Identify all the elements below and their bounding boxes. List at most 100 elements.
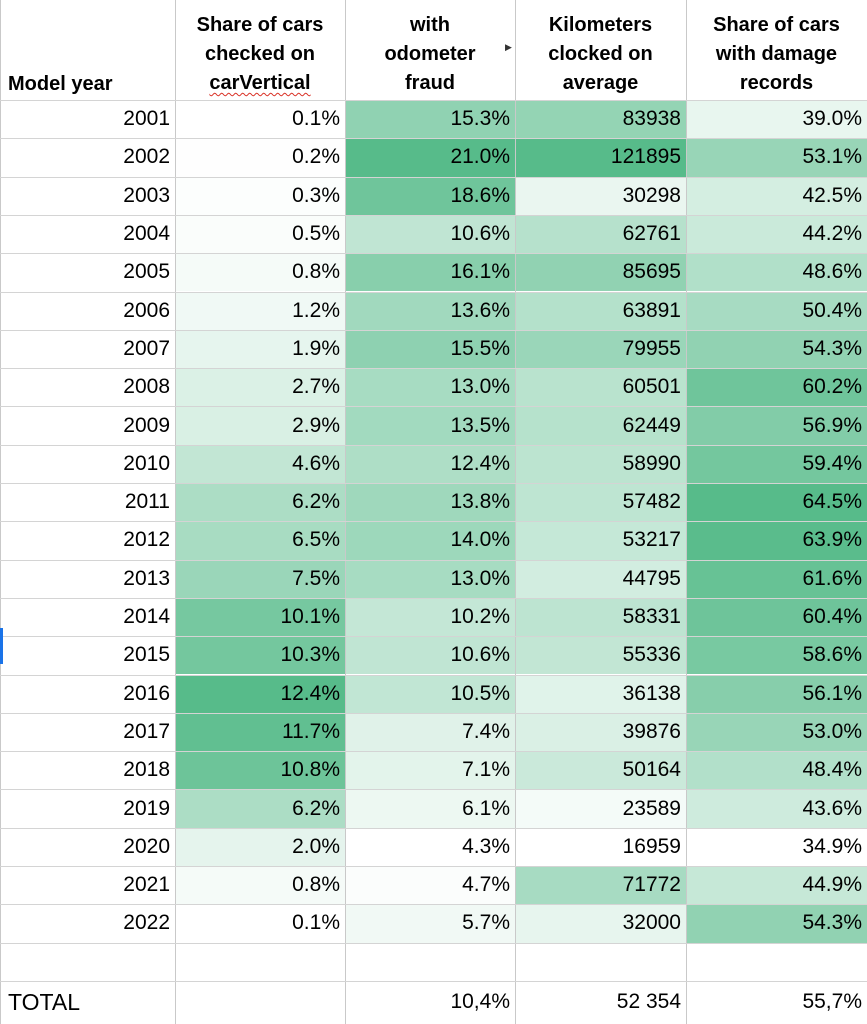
cell-damage[interactable]: 53.1% xyxy=(686,138,867,177)
cell-damage[interactable]: 44.9% xyxy=(686,866,867,905)
cell-km[interactable]: 58331 xyxy=(515,597,686,637)
cell-year[interactable]: 2007 xyxy=(123,336,170,360)
cell-km[interactable]: 62449 xyxy=(515,406,686,445)
cell-damage[interactable]: 54.3% xyxy=(686,904,867,943)
cell-year[interactable]: 2020 xyxy=(123,834,170,858)
cell-km[interactable]: 32000 xyxy=(515,904,686,943)
cell-km[interactable]: 79955 xyxy=(515,329,686,369)
cell-km[interactable]: 63891 xyxy=(515,291,686,330)
cell-damage[interactable]: 60.4% xyxy=(686,597,867,637)
cell-fraud[interactable]: 7.1% xyxy=(345,751,515,790)
cell-damage[interactable]: 64.5% xyxy=(686,483,867,522)
cell-km[interactable]: 83938 xyxy=(515,100,686,139)
cell-damage[interactable]: 50.4% xyxy=(686,291,867,330)
cell-km[interactable]: 44795 xyxy=(515,559,686,598)
cell-km[interactable]: 39876 xyxy=(515,712,686,752)
cell-year[interactable]: 2005 xyxy=(123,260,170,284)
header-odometer-fraud[interactable]: with odometer fraud xyxy=(345,0,515,100)
cell-fraud[interactable]: 13.5% xyxy=(345,406,515,445)
cell-year[interactable]: 2013 xyxy=(123,566,170,590)
cell-km[interactable]: 36138 xyxy=(515,674,686,713)
cell-share[interactable]: 2.9% xyxy=(175,406,345,445)
cell-share[interactable]: 4.6% xyxy=(175,444,345,483)
total-fraud[interactable]: 10,4% xyxy=(450,990,510,1014)
cell-year[interactable]: 2009 xyxy=(123,413,170,437)
cell-year[interactable]: 2004 xyxy=(123,222,170,246)
cell-year[interactable]: 2011 xyxy=(124,490,170,514)
cell-share[interactable]: 0.8% xyxy=(175,866,345,905)
total-share[interactable] xyxy=(175,981,345,1024)
header-share-checked[interactable]: Share of cars checked on carVertical xyxy=(175,0,345,100)
cell-km[interactable]: 53217 xyxy=(515,521,686,560)
cell-share[interactable]: 1.9% xyxy=(175,329,345,369)
cell-damage[interactable]: 59.4% xyxy=(686,444,867,483)
total-label[interactable]: TOTAL xyxy=(8,988,80,1015)
cell-km[interactable]: 55336 xyxy=(515,636,686,675)
cell-share[interactable]: 11.7% xyxy=(175,712,345,752)
cell-fraud[interactable]: 10.6% xyxy=(345,214,515,254)
cell-fraud[interactable]: 5.7% xyxy=(345,904,515,943)
cell-fraud[interactable]: 12.4% xyxy=(345,444,515,483)
cell-damage[interactable]: 63.9% xyxy=(686,521,867,560)
cell-share[interactable]: 0.5% xyxy=(175,214,345,254)
cell-fraud[interactable]: 13.0% xyxy=(345,368,515,407)
cell-fraud[interactable]: 21.0% xyxy=(345,138,515,177)
cell-year[interactable]: 2015 xyxy=(123,643,170,667)
cell-year[interactable]: 2006 xyxy=(123,298,170,322)
cell-damage[interactable]: 58.6% xyxy=(686,636,867,675)
empty-cell[interactable] xyxy=(0,943,175,981)
cell-km[interactable]: 71772 xyxy=(515,866,686,905)
cell-km[interactable]: 16959 xyxy=(515,827,686,866)
cell-year[interactable]: 2018 xyxy=(123,758,170,782)
cell-fraud[interactable]: 15.3% xyxy=(345,100,515,139)
cell-fraud[interactable]: 10.5% xyxy=(345,674,515,713)
cell-year[interactable]: 2001 xyxy=(123,107,170,131)
cell-year[interactable]: 2016 xyxy=(123,681,170,705)
cell-damage[interactable]: 60.2% xyxy=(686,368,867,407)
cell-damage[interactable]: 53.0% xyxy=(686,712,867,752)
total-damage[interactable]: 55,7% xyxy=(802,990,862,1014)
cell-year[interactable]: 2021 xyxy=(123,873,170,897)
header-km-clocked[interactable]: Kilometers clocked on average xyxy=(515,0,686,100)
total-km[interactable]: 52 354 xyxy=(616,990,681,1014)
cell-damage[interactable]: 39.0% xyxy=(686,100,867,139)
cell-year[interactable]: 2012 xyxy=(123,528,170,552)
cell-share[interactable]: 1.2% xyxy=(175,291,345,330)
cell-damage[interactable]: 48.4% xyxy=(686,751,867,790)
cell-year[interactable]: 2019 xyxy=(123,796,170,820)
cell-year[interactable]: 2017 xyxy=(123,719,170,743)
header-model-year[interactable]: Model year xyxy=(8,73,113,95)
cell-share[interactable]: 6.2% xyxy=(175,483,345,522)
empty-cell[interactable] xyxy=(175,943,345,981)
cell-km[interactable]: 85695 xyxy=(515,253,686,292)
cell-damage[interactable]: 44.2% xyxy=(686,214,867,254)
cell-share[interactable]: 2.0% xyxy=(175,827,345,866)
cell-km[interactable]: 58990 xyxy=(515,444,686,483)
cell-km[interactable]: 23589 xyxy=(515,789,686,828)
cell-km[interactable]: 60501 xyxy=(515,368,686,407)
column-menu-arrow-icon[interactable]: ▶ xyxy=(505,42,512,52)
cell-fraud[interactable]: 4.7% xyxy=(345,866,515,905)
cell-fraud[interactable]: 15.5% xyxy=(345,329,515,369)
cell-share[interactable]: 2.7% xyxy=(175,368,345,407)
cell-share[interactable]: 10.1% xyxy=(175,597,345,637)
cell-share[interactable]: 0.8% xyxy=(175,253,345,292)
cell-year[interactable]: 2022 xyxy=(123,911,170,935)
cell-share[interactable]: 10.8% xyxy=(175,751,345,790)
cell-year[interactable]: 2014 xyxy=(123,605,170,629)
cell-share[interactable]: 10.3% xyxy=(175,636,345,675)
cell-year[interactable]: 2002 xyxy=(123,145,170,169)
cell-damage[interactable]: 54.3% xyxy=(686,329,867,369)
header-damage-records[interactable]: Share of cars with damage records xyxy=(686,0,867,100)
cell-fraud[interactable]: 10.2% xyxy=(345,597,515,637)
cell-damage[interactable]: 43.6% xyxy=(686,789,867,828)
empty-cell[interactable] xyxy=(345,943,515,981)
cell-fraud[interactable]: 13.8% xyxy=(345,483,515,522)
cell-year[interactable]: 2008 xyxy=(123,375,170,399)
cell-fraud[interactable]: 7.4% xyxy=(345,712,515,752)
cell-fraud[interactable]: 10.6% xyxy=(345,636,515,675)
cell-damage[interactable]: 42.5% xyxy=(686,176,867,215)
cell-fraud[interactable]: 13.0% xyxy=(345,559,515,598)
cell-km[interactable]: 57482 xyxy=(515,483,686,522)
empty-cell[interactable] xyxy=(686,943,867,981)
